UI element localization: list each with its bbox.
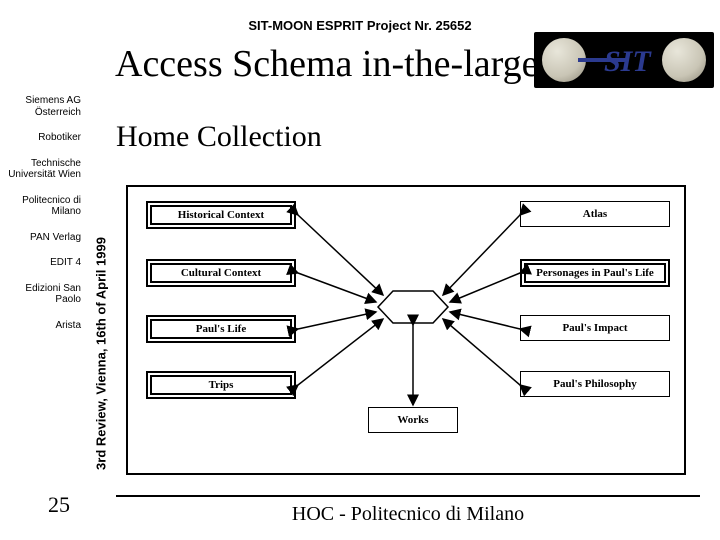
page-title: Access Schema in-the-large_1 [115,42,576,86]
access-schema-diagram: Historical Context Cultural Context Paul… [126,185,686,475]
sidebar-item: Politecnico di Milano [4,195,81,218]
sidebar-item: Robotiker [4,132,81,144]
sidebar-item: Arista [4,320,81,332]
review-label: 3rd Review, Vienna, 16th of April 1999 [94,199,109,509]
sidebar-item: PAN Verlag [4,232,81,244]
header: SIT-MOON ESPRIT Project Nr. 25652 Access… [0,0,720,90]
node-trips: Trips [146,371,296,399]
project-line: SIT-MOON ESPRIT Project Nr. 25652 [0,18,720,33]
vertical-label: 3rd Review, Vienna, 16th of April 1999 [94,198,108,510]
main-content: Home Collection Historical Context Cultu… [116,120,700,480]
sidebar-item: Siemens AG Österreich [4,95,81,118]
title-bar: Access Schema in-the-large_1 SIT [0,40,720,90]
logo-text: SIT [604,45,652,78]
node-personages: Personages in Paul's Life [520,259,670,287]
node-cultural-context: Cultural Context [146,259,296,287]
hub-shape [368,287,458,327]
node-pauls-impact: Paul's Impact [520,315,670,341]
page-number: 25 [48,492,70,518]
footer: HOC - Politecnico di Milano [116,495,700,526]
sidebar-item: Technische Universität Wien [4,158,81,181]
node-historical-context: Historical Context [146,201,296,229]
sit-moon-logo: SIT [534,32,714,88]
node-atlas: Atlas [520,201,670,227]
section-title: Home Collection [116,120,700,154]
footer-divider [116,495,700,497]
footer-text: HOC - Politecnico di Milano [116,503,700,526]
node-pauls-philosophy: Paul's Philosophy [520,371,670,397]
node-pauls-life: Paul's Life [146,315,296,343]
node-works: Works [368,407,458,433]
sidebar: Siemens AG Österreich Robotiker Technisc… [0,95,85,345]
sidebar-item: Edizioni San Paolo [4,283,81,306]
sidebar-item: EDIT 4 [4,257,81,269]
